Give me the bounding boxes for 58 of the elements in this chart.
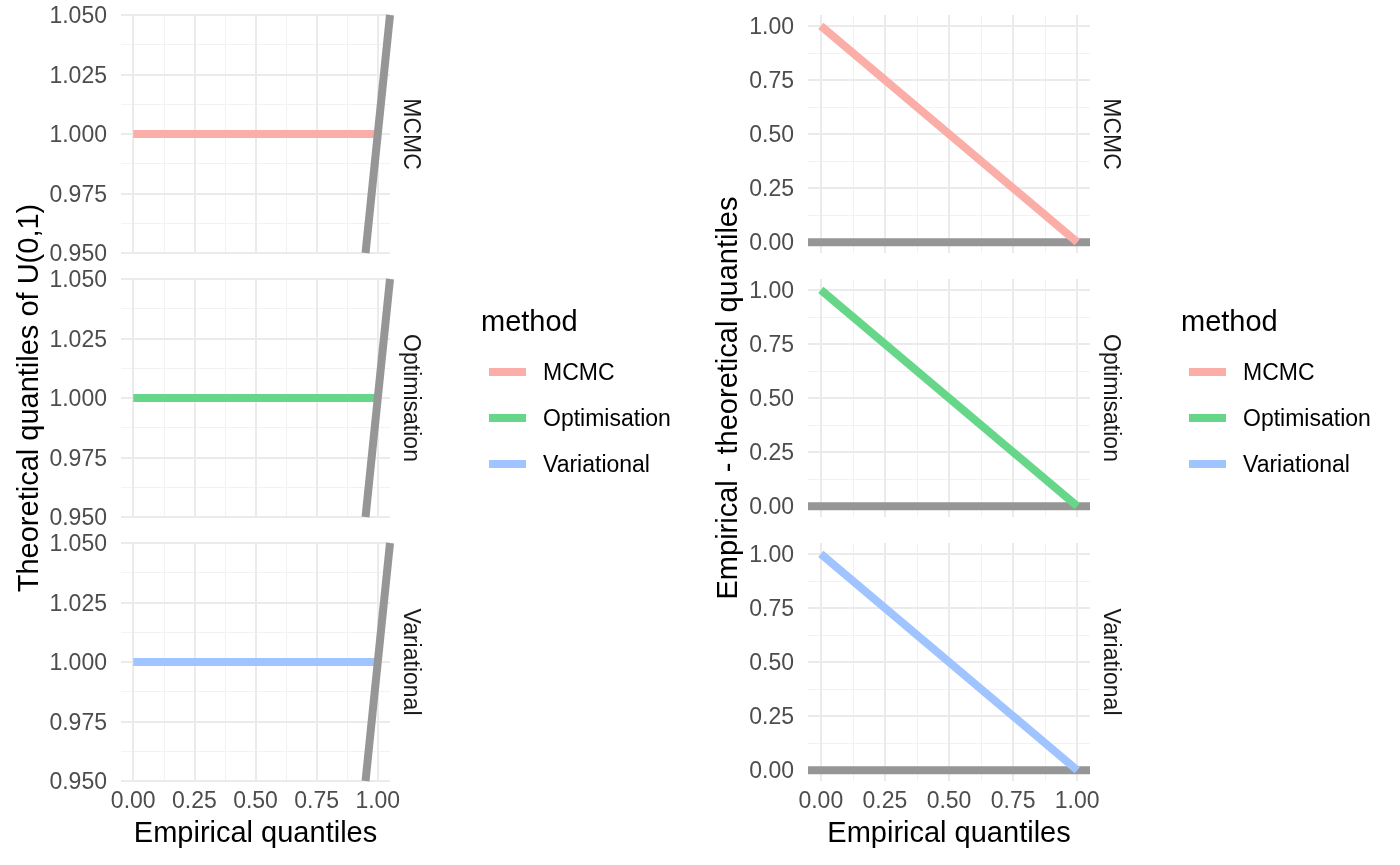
y-tick-label: 0.00: [749, 493, 794, 520]
x-tick-label: 0.00: [110, 786, 156, 813]
y-tick-label: 0.50: [749, 385, 794, 411]
y-tick-label: 1.025: [49, 325, 107, 352]
text: Variational: [1099, 608, 1125, 716]
y-tick-label: 1.000: [49, 385, 107, 411]
text: Optimisation: [399, 334, 425, 462]
x-tick-label: 0.50: [926, 786, 972, 813]
x-tick-label: 0.25: [862, 786, 908, 813]
y-tick-label: 1.050: [49, 266, 107, 292]
y-tick-label: 1.050: [49, 530, 107, 556]
legend-label: Variational: [1243, 451, 1350, 477]
y-tick-label: 0.75: [749, 330, 794, 357]
y-tick-label: 0.950: [49, 504, 107, 530]
y-tick-label: 0.25: [749, 439, 794, 466]
y-tick-label: 0.25: [749, 703, 794, 730]
y-tick-label: 0.75: [749, 594, 794, 621]
x-tick-label: 0.50: [233, 786, 278, 813]
y-tick-label: 0.975: [49, 708, 107, 735]
x-axis-title: Empirical quantiles: [827, 815, 1071, 848]
y-tick-label: 0.950: [49, 240, 107, 266]
y-tick-label: 1.000: [49, 121, 107, 147]
x-axis-title: Empirical quantiles: [133, 815, 378, 848]
y-tick-label: 1.00: [749, 276, 794, 303]
y-tick-label: 0.75: [749, 66, 794, 93]
y-tick-label: 1.025: [49, 589, 107, 616]
y-tick-label: 0.25: [749, 175, 794, 202]
y-tick-label: 1.00: [749, 12, 794, 39]
legend-label: MCMC: [1243, 359, 1315, 385]
y-tick-label: 0.50: [749, 121, 794, 147]
x-tick-label: 0.75: [294, 786, 340, 813]
y-tick-label: 0.950: [49, 768, 107, 794]
legend-label: Optimisation: [1243, 405, 1371, 431]
text: Optimisation: [1099, 334, 1125, 462]
y-tick-label: 0.00: [749, 757, 794, 784]
text: MCMC: [1099, 98, 1125, 170]
y-axis-title: Empirical - theoretical quantiles: [711, 196, 743, 600]
x-tick-label: 1.00: [355, 786, 401, 813]
x-tick-label: 0.00: [798, 786, 844, 813]
y-tick-label: 1.050: [49, 2, 107, 28]
legend-title: method: [1181, 304, 1278, 337]
legend-label: Optimisation: [543, 405, 671, 431]
x-tick-label: 0.25: [171, 786, 217, 813]
y-axis-title: Theoretical quantiles of U(0,1): [12, 203, 44, 593]
y-tick-label: 1.000: [49, 649, 107, 675]
legend-label: MCMC: [543, 359, 615, 385]
y-tick-label: 1.025: [49, 61, 107, 88]
x-tick-label: 0.75: [990, 786, 1036, 813]
y-tick-label: 1.00: [749, 540, 794, 567]
legend-label: Variational: [543, 451, 650, 477]
y-tick-label: 0.975: [49, 180, 107, 207]
y-tick-label: 0.00: [749, 229, 794, 256]
y-tick-label: 0.975: [49, 444, 107, 471]
y-tick-label: 0.50: [749, 649, 794, 675]
x-tick-label: 1.00: [1054, 786, 1100, 813]
text: Variational: [399, 608, 425, 716]
text: MCMC: [399, 98, 425, 170]
legend-title: method: [481, 304, 578, 337]
